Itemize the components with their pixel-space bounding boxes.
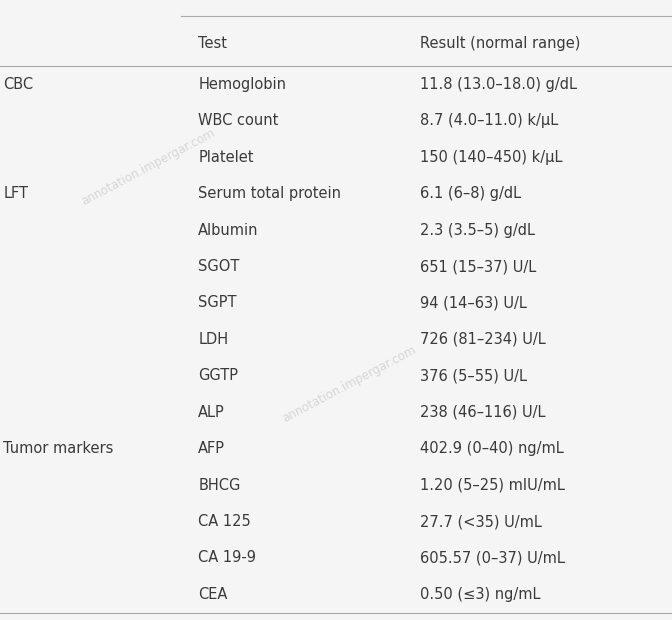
Text: Hemoglobin: Hemoglobin: [198, 77, 286, 92]
Text: 376 (5–55) U/L: 376 (5–55) U/L: [420, 368, 527, 383]
Text: annotation.impergar.com: annotation.impergar.com: [280, 343, 419, 425]
Text: ALP: ALP: [198, 405, 225, 420]
Text: 0.50 (≤3) ng/mL: 0.50 (≤3) ng/mL: [420, 587, 540, 602]
Text: 1.20 (5–25) mIU/mL: 1.20 (5–25) mIU/mL: [420, 477, 565, 492]
Text: annotation.impergar.com: annotation.impergar.com: [79, 126, 217, 208]
Text: 2.3 (3.5–5) g/dL: 2.3 (3.5–5) g/dL: [420, 223, 535, 237]
Text: 6.1 (6–8) g/dL: 6.1 (6–8) g/dL: [420, 186, 521, 202]
Text: 11.8 (13.0–18.0) g/dL: 11.8 (13.0–18.0) g/dL: [420, 77, 577, 92]
Text: Result (normal range): Result (normal range): [420, 36, 581, 51]
Text: LDH: LDH: [198, 332, 228, 347]
Text: WBC count: WBC count: [198, 113, 279, 128]
Text: SGOT: SGOT: [198, 259, 240, 274]
Text: 651 (15–37) U/L: 651 (15–37) U/L: [420, 259, 536, 274]
Text: CA 19-9: CA 19-9: [198, 551, 256, 565]
Text: 150 (140–450) k/μL: 150 (140–450) k/μL: [420, 150, 562, 165]
Text: 8.7 (4.0–11.0) k/μL: 8.7 (4.0–11.0) k/μL: [420, 113, 558, 128]
Text: Serum total protein: Serum total protein: [198, 186, 341, 202]
Text: AFP: AFP: [198, 441, 225, 456]
Text: CBC: CBC: [3, 77, 34, 92]
Text: GGTP: GGTP: [198, 368, 239, 383]
Text: 94 (14–63) U/L: 94 (14–63) U/L: [420, 296, 527, 311]
Text: Test: Test: [198, 36, 227, 51]
Text: SGPT: SGPT: [198, 296, 237, 311]
Text: BHCG: BHCG: [198, 477, 241, 492]
Text: 27.7 (<35) U/mL: 27.7 (<35) U/mL: [420, 514, 542, 529]
Text: Tumor markers: Tumor markers: [3, 441, 114, 456]
Text: CEA: CEA: [198, 587, 228, 602]
Text: Platelet: Platelet: [198, 150, 254, 165]
Text: 726 (81–234) U/L: 726 (81–234) U/L: [420, 332, 546, 347]
Text: 605.57 (0–37) U/mL: 605.57 (0–37) U/mL: [420, 551, 565, 565]
Text: Albumin: Albumin: [198, 223, 259, 237]
Text: LFT: LFT: [3, 186, 28, 202]
Text: 238 (46–116) U/L: 238 (46–116) U/L: [420, 405, 546, 420]
Text: 402.9 (0–40) ng/mL: 402.9 (0–40) ng/mL: [420, 441, 564, 456]
Text: CA 125: CA 125: [198, 514, 251, 529]
